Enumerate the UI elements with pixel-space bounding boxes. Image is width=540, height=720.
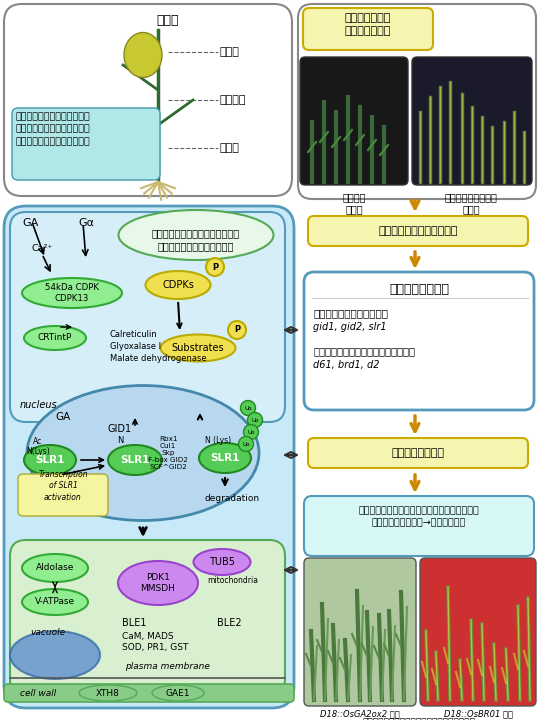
Text: GA: GA bbox=[55, 412, 70, 422]
Text: Aldolase: Aldolase bbox=[36, 564, 74, 572]
FancyBboxPatch shape bbox=[4, 206, 294, 708]
Text: SLR1: SLR1 bbox=[120, 455, 150, 465]
Text: cell wall: cell wall bbox=[20, 688, 56, 698]
Ellipse shape bbox=[22, 589, 88, 615]
Text: 緑の革命でも明らかなように
作物の収量増産の最も効果的
な戦略は草型の改良である。: 緑の革命でも明らかなように 作物の収量増産の最も効果的 な戦略は草型の改良である… bbox=[16, 112, 91, 146]
Text: mitochondria: mitochondria bbox=[207, 576, 259, 585]
Text: CDPKs: CDPKs bbox=[162, 280, 194, 290]
Text: 今回明らかにされたイネにおける
ジベリンシグナル伝達の機構: 今回明らかにされたイネにおける ジベリンシグナル伝達の機構 bbox=[152, 228, 240, 251]
Text: D18::OsGA2ox2 対照: D18::OsGA2ox2 対照 bbox=[320, 709, 400, 718]
Text: Calreticulin
Glyoxalase I
Malate dehydrogenase: Calreticulin Glyoxalase I Malate dehydro… bbox=[110, 330, 207, 363]
FancyBboxPatch shape bbox=[18, 474, 108, 516]
Text: 原因遺伝子の単離: 原因遺伝子の単離 bbox=[389, 283, 449, 296]
Text: 54kDa CDPK
CDPK13: 54kDa CDPK CDPK13 bbox=[45, 283, 99, 303]
Text: PDK1
MMSDH: PDK1 MMSDH bbox=[140, 573, 176, 593]
Text: 穂重型: 穂重型 bbox=[157, 14, 179, 27]
Circle shape bbox=[239, 436, 253, 451]
Text: N: N bbox=[117, 436, 123, 445]
Text: Substrates: Substrates bbox=[172, 343, 224, 353]
Text: D18::OsBR01 対照: D18::OsBR01 対照 bbox=[443, 709, 512, 718]
Ellipse shape bbox=[193, 549, 251, 575]
Ellipse shape bbox=[24, 326, 86, 350]
FancyBboxPatch shape bbox=[304, 558, 416, 706]
Text: P: P bbox=[212, 263, 218, 271]
Ellipse shape bbox=[124, 32, 162, 78]
FancyBboxPatch shape bbox=[304, 272, 534, 410]
Ellipse shape bbox=[22, 278, 122, 308]
Circle shape bbox=[247, 413, 262, 428]
Text: P: P bbox=[234, 325, 240, 335]
Text: ブラシノステロイド関連遺伝子の単離: ブラシノステロイド関連遺伝子の単離 bbox=[313, 346, 415, 356]
Text: Ac
N(Lys): Ac N(Lys) bbox=[26, 437, 50, 456]
Text: vacuole: vacuole bbox=[30, 628, 65, 637]
FancyBboxPatch shape bbox=[412, 57, 532, 185]
FancyBboxPatch shape bbox=[298, 4, 536, 199]
FancyBboxPatch shape bbox=[303, 8, 433, 50]
FancyBboxPatch shape bbox=[420, 558, 536, 706]
Text: 少げつ: 少げつ bbox=[220, 143, 240, 153]
Ellipse shape bbox=[152, 685, 204, 701]
Text: CaM, MADS
SOD, PR1, GST: CaM, MADS SOD, PR1, GST bbox=[122, 632, 188, 652]
Ellipse shape bbox=[27, 385, 259, 521]
Text: CRTintP: CRTintP bbox=[38, 333, 72, 343]
FancyBboxPatch shape bbox=[4, 4, 292, 196]
FancyBboxPatch shape bbox=[10, 212, 285, 422]
Text: plasma membrane: plasma membrane bbox=[125, 662, 210, 671]
Text: XTH8: XTH8 bbox=[96, 688, 120, 698]
Text: BLE2: BLE2 bbox=[217, 618, 241, 628]
Text: 理想的な草型を持つ健全次世代型多収性イネの
素材開発　　　　　→　安全性評価: 理想的な草型を持つ健全次世代型多収性イネの 素材開発 → 安全性評価 bbox=[359, 506, 480, 528]
Ellipse shape bbox=[79, 685, 137, 701]
Text: SLR1: SLR1 bbox=[35, 455, 65, 465]
Text: 形質転換イネ作出: 形質転換イネ作出 bbox=[392, 448, 444, 458]
Text: ジベリン関連遺伝子の単離: ジベリン関連遺伝子の単離 bbox=[313, 308, 388, 318]
Text: GID1: GID1 bbox=[108, 424, 132, 434]
Circle shape bbox=[244, 425, 259, 439]
Text: Ub: Ub bbox=[242, 441, 249, 446]
Text: V-ATPase: V-ATPase bbox=[35, 598, 75, 606]
Ellipse shape bbox=[24, 445, 76, 475]
FancyBboxPatch shape bbox=[4, 684, 294, 702]
Text: gid1, gid2, slr1: gid1, gid2, slr1 bbox=[313, 322, 387, 332]
Text: Ub: Ub bbox=[247, 430, 255, 434]
Text: Ub: Ub bbox=[244, 405, 252, 410]
Text: ジベリン
変異体: ジベリン 変異体 bbox=[342, 192, 366, 215]
FancyBboxPatch shape bbox=[304, 496, 534, 556]
Ellipse shape bbox=[118, 561, 198, 605]
Text: Ca²⁺: Ca²⁺ bbox=[32, 244, 53, 253]
Text: Rbx1
Cul1
Skp
F-box GID2
SCF^GID2: Rbx1 Cul1 Skp F-box GID2 SCF^GID2 bbox=[148, 436, 188, 470]
Circle shape bbox=[228, 321, 246, 339]
Text: ポジショナルクローニング: ポジショナルクローニング bbox=[378, 226, 458, 236]
Text: BLE1: BLE1 bbox=[122, 618, 146, 628]
Ellipse shape bbox=[10, 631, 100, 679]
FancyBboxPatch shape bbox=[12, 108, 160, 180]
Text: GA: GA bbox=[22, 218, 38, 228]
Text: 耐倒伏性: 耐倒伏性 bbox=[220, 95, 246, 105]
Circle shape bbox=[240, 400, 255, 415]
FancyBboxPatch shape bbox=[10, 540, 285, 695]
Ellipse shape bbox=[145, 271, 211, 299]
Text: 突然変異イネの
スクリーニング: 突然変異イネの スクリーニング bbox=[345, 13, 391, 36]
FancyBboxPatch shape bbox=[308, 216, 528, 246]
Text: 直立葉: 直立葉 bbox=[220, 47, 240, 57]
Text: N (Lys): N (Lys) bbox=[205, 436, 231, 445]
FancyBboxPatch shape bbox=[308, 438, 528, 468]
Circle shape bbox=[206, 258, 224, 276]
Ellipse shape bbox=[199, 443, 251, 473]
FancyBboxPatch shape bbox=[300, 57, 408, 185]
Text: 遺伝子導入形質転換イネ「こしひかり」の草型: 遺伝子導入形質転換イネ「こしひかり」の草型 bbox=[362, 718, 475, 720]
Text: Ub: Ub bbox=[251, 418, 259, 423]
Ellipse shape bbox=[108, 445, 162, 475]
Text: ブラシノステロイド
変異体: ブラシノステロイド 変異体 bbox=[444, 192, 497, 215]
Ellipse shape bbox=[118, 210, 273, 260]
Text: TUB5: TUB5 bbox=[209, 557, 235, 567]
Text: GAE1: GAE1 bbox=[166, 688, 190, 698]
Text: nucleus: nucleus bbox=[20, 400, 58, 410]
Text: d61, brd1, d2: d61, brd1, d2 bbox=[313, 360, 380, 370]
Ellipse shape bbox=[22, 554, 88, 582]
Text: Gα: Gα bbox=[78, 218, 94, 228]
Text: Transcription
of SLR1
activation: Transcription of SLR1 activation bbox=[38, 470, 88, 502]
Text: degradation: degradation bbox=[205, 494, 260, 503]
Ellipse shape bbox=[160, 335, 235, 361]
Text: SLR1: SLR1 bbox=[210, 453, 240, 463]
